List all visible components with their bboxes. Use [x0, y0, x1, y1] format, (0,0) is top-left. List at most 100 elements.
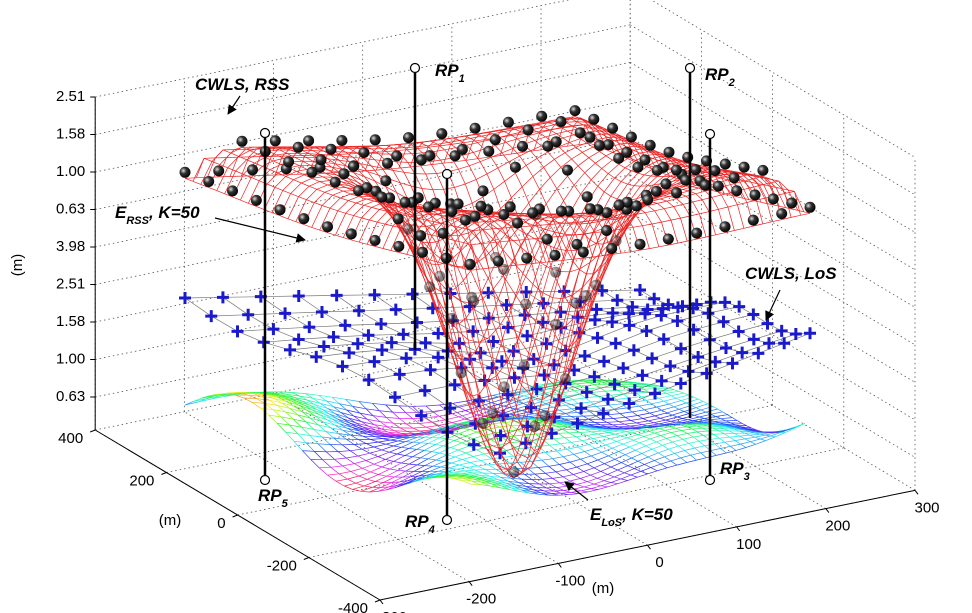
los-surface — [734, 433, 740, 437]
los-surface — [394, 483, 406, 489]
los-estimate — [424, 363, 437, 376]
los-estimate-net — [500, 426, 528, 436]
rss-surface — [458, 165, 470, 170]
rss-surface — [539, 189, 547, 205]
rss-surface — [512, 125, 520, 129]
rss-surface — [440, 157, 452, 161]
los-surface — [600, 466, 612, 472]
los-surface — [421, 476, 433, 480]
rss-surface — [208, 187, 217, 191]
rss-surface — [531, 362, 540, 397]
los-surface — [326, 431, 339, 434]
los-surface — [712, 424, 719, 427]
los-surface — [680, 457, 688, 463]
los-estimate-net — [447, 431, 474, 446]
los-surface — [660, 435, 667, 439]
los-surface — [642, 427, 654, 431]
rss-surface — [383, 144, 391, 153]
los-surface — [656, 441, 663, 446]
rss-surface — [614, 167, 626, 179]
los-surface — [567, 426, 575, 430]
rss-surface — [479, 393, 491, 427]
los-surface — [617, 465, 628, 471]
los-surface — [305, 421, 315, 430]
los-surface — [624, 423, 631, 427]
rss-surface — [277, 172, 286, 177]
los-surface — [312, 397, 327, 402]
rss-surface — [592, 262, 604, 277]
rss-surface — [541, 328, 553, 364]
los-surface — [352, 485, 365, 490]
los-surface — [345, 398, 360, 402]
rss-surface — [566, 235, 575, 260]
rss-surface — [534, 446, 542, 452]
rss-surface — [416, 219, 427, 232]
los-surface — [545, 473, 553, 479]
rss-surface — [512, 246, 521, 262]
los-surface — [548, 466, 557, 473]
los-surface — [560, 441, 572, 445]
rss-surface — [541, 364, 550, 400]
los-surface — [358, 401, 367, 410]
rss-surface — [485, 447, 497, 465]
rss-surface — [297, 155, 306, 175]
rss-surface — [480, 217, 491, 225]
los-surface — [568, 387, 575, 392]
los-surface — [559, 461, 571, 465]
rss-surface — [493, 189, 501, 209]
los-surface — [399, 418, 407, 425]
rss-surface — [548, 378, 556, 387]
los-surface — [420, 457, 429, 460]
los-surface — [733, 428, 740, 432]
rss-surface — [396, 161, 405, 173]
los-estimate — [482, 312, 495, 325]
los-surface — [565, 403, 579, 406]
los-surface — [631, 432, 639, 435]
los-surface — [378, 439, 391, 443]
rss-surface — [616, 217, 624, 229]
los-surface — [617, 480, 628, 485]
los-estimate-net — [551, 422, 578, 434]
los-surface — [607, 483, 618, 488]
los-surface — [671, 395, 677, 399]
los-surface — [521, 478, 530, 484]
los-surface — [690, 405, 697, 409]
rss-surface — [376, 200, 388, 211]
los-surface — [647, 425, 653, 427]
los-surface — [588, 423, 601, 426]
los-surface — [346, 457, 355, 464]
rss-surface — [477, 248, 486, 260]
los-surface — [355, 482, 365, 487]
rss-surface — [472, 221, 484, 230]
los-surface — [277, 422, 290, 426]
los-surface — [286, 401, 295, 407]
rss-surface — [447, 238, 456, 242]
los-surface — [390, 439, 398, 442]
rss-surface — [543, 167, 551, 178]
los-surface — [316, 409, 325, 415]
los-surface — [473, 478, 484, 481]
rss-surface — [554, 231, 565, 235]
los-surface — [612, 447, 619, 452]
rss-surface — [508, 155, 520, 163]
los-surface — [293, 440, 307, 444]
rss-surface — [342, 190, 351, 195]
los-surface — [538, 465, 549, 468]
rss-surface — [324, 162, 332, 168]
los-surface — [692, 420, 699, 422]
rss-surface — [480, 278, 489, 294]
rss-surface — [429, 292, 441, 323]
rss-surface — [578, 308, 590, 331]
los-surface — [458, 449, 466, 454]
los-surface — [610, 435, 622, 440]
los-surface — [635, 427, 641, 429]
los-surface — [451, 462, 460, 466]
los-surface — [634, 464, 645, 469]
los-surface — [346, 438, 355, 445]
los-surface — [563, 453, 574, 458]
los-surface — [703, 434, 714, 436]
rss-surface — [355, 202, 364, 206]
los-surface — [587, 463, 595, 469]
rss-surface — [192, 180, 201, 185]
rss-surface — [572, 268, 581, 296]
